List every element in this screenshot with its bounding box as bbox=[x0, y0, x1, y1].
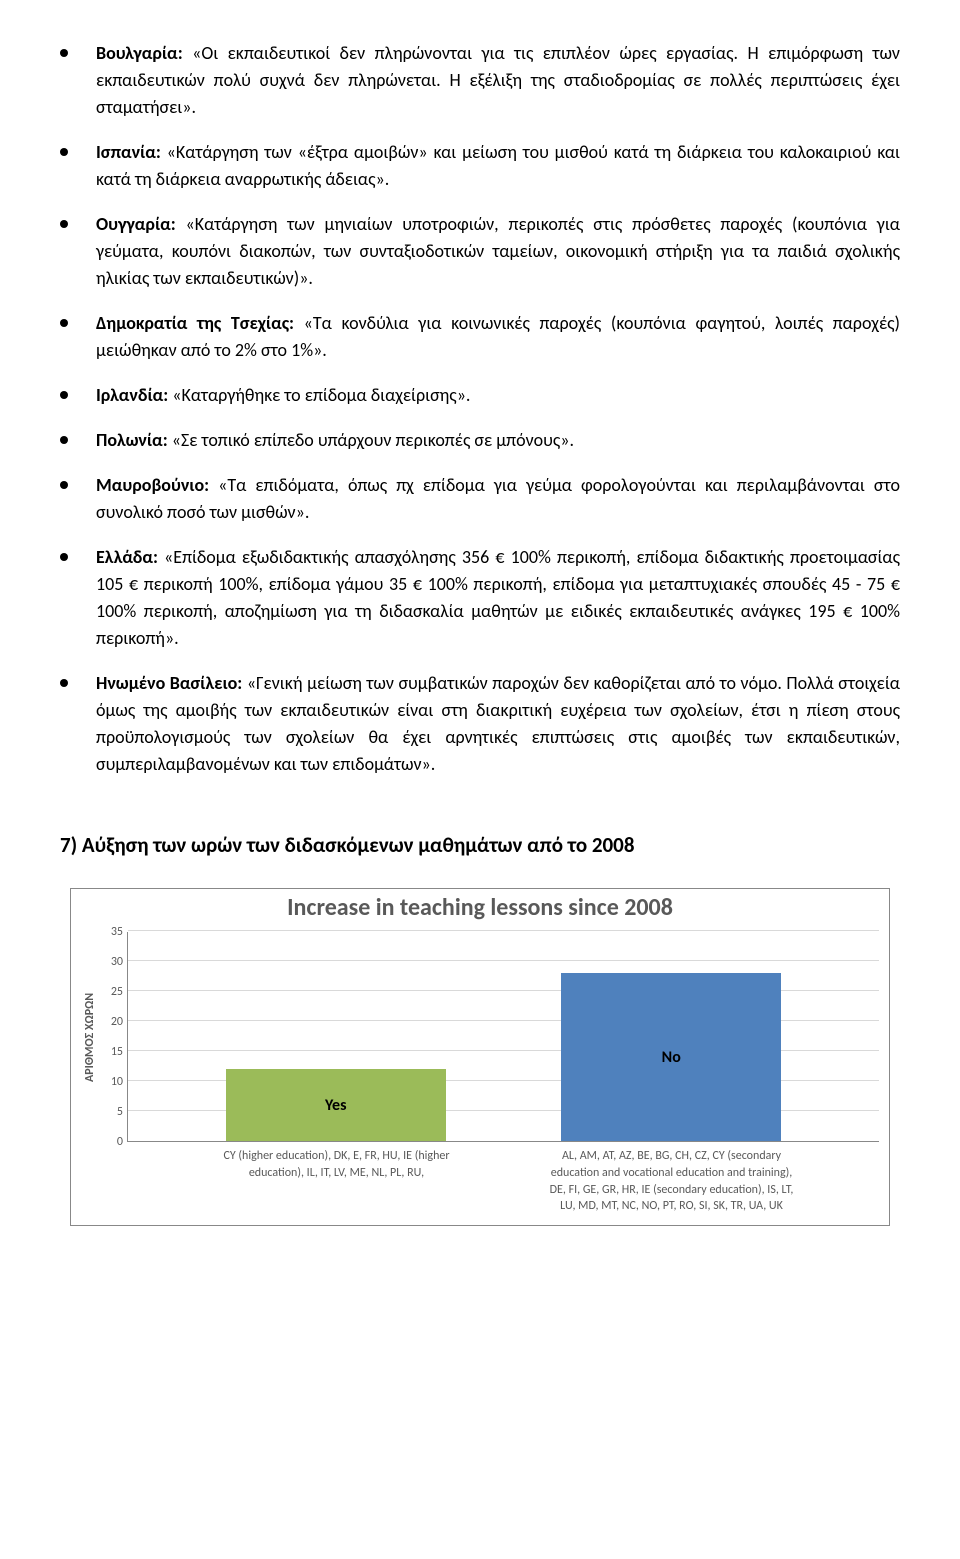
bullet-body: «Κατάργηση των μηνιαίων υποτροφιών, περι… bbox=[96, 213, 900, 289]
bullet-country: Βουλγαρία: bbox=[96, 42, 183, 64]
chart-container: Increase in teaching lessons since 2008 … bbox=[70, 888, 890, 1226]
bullet-text: Μαυροβούνιο: «Τα επιδόματα, όπως πχ επίδ… bbox=[96, 472, 900, 526]
bullet-body: «Σε τοπικό επίπεδο υπάρχουν περικοπές σε… bbox=[168, 429, 574, 451]
chart-xlabel: CY (higher education), DK, E, FR, HU, IE… bbox=[207, 1148, 467, 1215]
bullet-country: Μαυροβούνιο: bbox=[96, 474, 209, 496]
chart-plot-row: ΑΡΙΘΜΟΣ ΧΩΡΩΝ 35302520151050 Yes No bbox=[81, 932, 879, 1142]
bullet-text: Ιρλανδία: «Καταργήθηκε το επίδομα διαχεί… bbox=[96, 382, 470, 409]
bullet-country: Πολωνία: bbox=[96, 429, 168, 451]
bullet-list: Βουλγαρία: «Οι εκπαιδευτικοί δεν πληρώνο… bbox=[60, 40, 900, 778]
bullet-country: Ισπανία: bbox=[96, 141, 161, 163]
bullet-item: Ηνωμένο Βασίλειο: «Γενική μείωση των συμ… bbox=[60, 670, 900, 778]
bullet-text: Ελλάδα: «Επίδομα εξωδιδακτικής απασχόλησ… bbox=[96, 544, 900, 652]
chart-bar: Yes bbox=[226, 1069, 446, 1141]
chart-xaxis-row: CY (higher education), DK, E, FR, HU, IE… bbox=[129, 1142, 879, 1215]
bullet-dot-icon bbox=[60, 391, 68, 399]
bullet-item: Ελλάδα: «Επίδομα εξωδιδακτικής απασχόλησ… bbox=[60, 544, 900, 652]
bullet-body: «Κατάργηση των «έξτρα αμοιβών» και μείωσ… bbox=[96, 141, 900, 190]
bullet-country: Ελλάδα: bbox=[96, 546, 158, 568]
bullet-text: Ισπανία: «Κατάργηση των «έξτρα αμοιβών» … bbox=[96, 139, 900, 193]
bullet-item: Μαυροβούνιο: «Τα επιδόματα, όπως πχ επίδ… bbox=[60, 472, 900, 526]
section-heading: 7) Αύξηση των ωρών των διδασκόμενων μαθη… bbox=[60, 832, 900, 858]
bullet-dot-icon bbox=[60, 436, 68, 444]
chart-bar-label: Yes bbox=[325, 1096, 346, 1115]
bullet-dot-icon bbox=[60, 481, 68, 489]
bullet-text: Ουγγαρία: «Κατάργηση των μηνιαίων υποτρο… bbox=[96, 211, 900, 292]
chart-plot-area: Yes No bbox=[127, 932, 879, 1142]
bullet-text: Δημοκρατία της Τσεχίας: «Τα κονδύλια για… bbox=[96, 310, 900, 364]
chart-bar-label: No bbox=[662, 1048, 681, 1067]
bullet-body: «Τα επιδόματα, όπως πχ επίδομα για γεύμα… bbox=[96, 474, 900, 523]
chart-gridline bbox=[128, 960, 879, 961]
bullet-text: Ηνωμένο Βασίλειο: «Γενική μείωση των συμ… bbox=[96, 670, 900, 778]
bullet-text: Βουλγαρία: «Οι εκπαιδευτικοί δεν πληρώνο… bbox=[96, 40, 900, 121]
bullet-dot-icon bbox=[60, 553, 68, 561]
chart-xlabel: AL, AM, AT, AZ, BE, BG, CH, CZ, CY (seco… bbox=[542, 1148, 802, 1215]
chart-bar-rect: No bbox=[561, 973, 781, 1141]
bullet-dot-icon bbox=[60, 220, 68, 228]
bullet-dot-icon bbox=[60, 148, 68, 156]
bullet-text: Πολωνία: «Σε τοπικό επίπεδο υπάρχουν περ… bbox=[96, 427, 574, 454]
bullet-country: Ουγγαρία: bbox=[96, 213, 176, 235]
chart-bar: No bbox=[561, 973, 781, 1141]
bullet-country: Ιρλανδία: bbox=[96, 384, 168, 406]
bullet-country: Δημοκρατία της Τσεχίας: bbox=[96, 312, 294, 334]
chart-xaxis-labels: CY (higher education), DK, E, FR, HU, IE… bbox=[129, 1142, 879, 1215]
chart-yaxis: 35302520151050 bbox=[99, 932, 127, 1142]
bullet-item: Βουλγαρία: «Οι εκπαιδευτικοί δεν πληρώνο… bbox=[60, 40, 900, 121]
chart-bar-rect: Yes bbox=[226, 1069, 446, 1141]
bullet-body: «Επίδομα εξωδιδακτικής απασχόλησης 356 €… bbox=[96, 546, 900, 649]
chart-ylabel: ΑΡΙΘΜΟΣ ΧΩΡΩΝ bbox=[81, 932, 99, 1142]
bullet-item: Ισπανία: «Κατάργηση των «έξτρα αμοιβών» … bbox=[60, 139, 900, 193]
bullet-item: Πολωνία: «Σε τοπικό επίπεδο υπάρχουν περ… bbox=[60, 427, 900, 454]
bullet-dot-icon bbox=[60, 319, 68, 327]
bullet-dot-icon bbox=[60, 49, 68, 57]
bullet-item: Ουγγαρία: «Κατάργηση των μηνιαίων υποτρο… bbox=[60, 211, 900, 292]
bullet-dot-icon bbox=[60, 679, 68, 687]
bullet-item: Δημοκρατία της Τσεχίας: «Τα κονδύλια για… bbox=[60, 310, 900, 364]
chart-title: Increase in teaching lessons since 2008 bbox=[81, 893, 879, 922]
bullet-item: Ιρλανδία: «Καταργήθηκε το επίδομα διαχεί… bbox=[60, 382, 900, 409]
bullet-body: «Οι εκπαιδευτικοί δεν πληρώνονται για τι… bbox=[96, 42, 900, 118]
bullet-body: «Καταργήθηκε το επίδομα διαχείρισης». bbox=[168, 384, 470, 406]
bullet-country: Ηνωμένο Βασίλειο: bbox=[96, 672, 242, 694]
chart-gridline bbox=[128, 930, 879, 931]
